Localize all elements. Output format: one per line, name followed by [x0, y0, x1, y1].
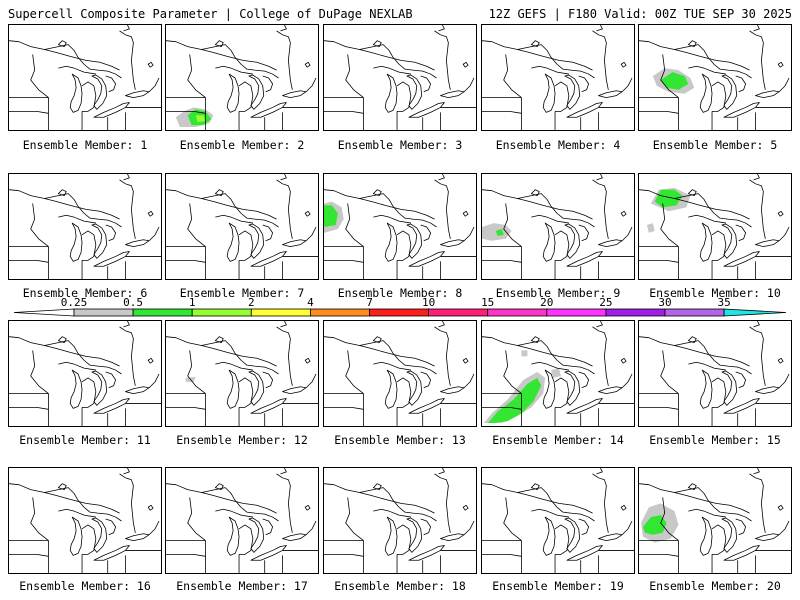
map-panel-member-9: [481, 173, 635, 280]
member-label: Ensemble Member: 7: [179, 286, 305, 300]
legend-tick-label: 25: [599, 296, 612, 309]
member-label: Ensemble Member: 18: [334, 579, 466, 593]
map-panel-member-15: [638, 320, 792, 427]
legend-swatch: [487, 308, 548, 317]
legend-tick-label: 35: [717, 296, 730, 309]
legend-tick-label: 4: [307, 296, 314, 309]
legend-swatch: [191, 308, 252, 317]
legend-tick-label: 2: [248, 296, 255, 309]
scp-contour: [521, 350, 528, 357]
map-svg: [482, 321, 634, 426]
map-panel-member-4: [481, 24, 635, 131]
map-panel-member-5: [638, 24, 792, 131]
map-panel-member-3: [323, 24, 477, 131]
legend-swatch: [664, 308, 725, 317]
legend-swatch: [605, 308, 666, 317]
member-label: Ensemble Member: 9: [495, 286, 621, 300]
color-legend: 0.25 0.5 1 2 4 7 10 15 20 25 30 35: [13, 296, 787, 317]
member-label: Ensemble Member: 15: [649, 433, 781, 447]
map-panel-member-7: [165, 173, 319, 280]
map-svg: [9, 174, 161, 279]
map-svg: [9, 321, 161, 426]
member-label: Ensemble Member: 6: [22, 286, 148, 300]
map-panel-member-10: [638, 173, 792, 280]
map-svg: [639, 174, 791, 279]
member-label: Ensemble Member: 20: [649, 579, 781, 593]
map-svg: [166, 174, 318, 279]
member-label: Ensemble Member: 1: [22, 138, 148, 152]
member-label: Ensemble Member: 10: [649, 286, 781, 300]
map-panel-member-13: [323, 320, 477, 427]
map-svg: [324, 321, 476, 426]
map-svg: [166, 321, 318, 426]
member-label: Ensemble Member: 2: [179, 138, 305, 152]
header-valid-time: 12Z GEFS | F180 Valid: 00Z TUE SEP 30 20…: [488, 7, 792, 21]
member-label: Ensemble Member: 5: [652, 138, 778, 152]
legend-tick-label: 1: [189, 296, 196, 309]
legend-tick-label: 0.25: [61, 296, 88, 309]
legend-tick-label: 30: [658, 296, 671, 309]
scp-contour: [646, 223, 655, 233]
legend-tick-label: 15: [481, 296, 494, 309]
map-svg: [166, 25, 318, 130]
legend-swatch: [132, 308, 193, 317]
legend-tick-label: 10: [422, 296, 435, 309]
member-label: Ensemble Member: 16: [19, 579, 151, 593]
legend-swatch: [546, 308, 607, 317]
member-label: Ensemble Member: 19: [492, 579, 624, 593]
map-svg: [9, 25, 161, 130]
map-panel-member-6: [8, 173, 162, 280]
map-svg: [639, 468, 791, 573]
scp-contour: [642, 515, 667, 535]
legend-high-arrow: [723, 308, 787, 317]
legend-tick-label: 7: [366, 296, 373, 309]
map-svg: [639, 321, 791, 426]
scp-contour: [495, 228, 504, 236]
member-label: Ensemble Member: 13: [334, 433, 466, 447]
map-svg: [324, 174, 476, 279]
legend-tick-label: 20: [540, 296, 553, 309]
map-panel-member-12: [165, 320, 319, 427]
header-title: Supercell Composite Parameter | College …: [8, 7, 413, 21]
member-label: Ensemble Member: 8: [337, 286, 463, 300]
map-panel-member-18: [323, 467, 477, 574]
legend-swatch: [428, 308, 489, 317]
map-svg: [166, 468, 318, 573]
member-label: Ensemble Member: 11: [19, 433, 151, 447]
legend-swatch: [73, 308, 134, 317]
member-label: Ensemble Member: 17: [176, 579, 308, 593]
scp-contour: [654, 189, 683, 208]
legend-low-arrow: [13, 308, 75, 317]
map-svg: [639, 25, 791, 130]
map-svg: [324, 468, 476, 573]
legend-tick-label: 0.5: [123, 296, 143, 309]
map-panel-member-20: [638, 467, 792, 574]
scp-contour: [195, 115, 206, 123]
map-svg: [482, 174, 634, 279]
legend-swatch: [250, 308, 311, 317]
map-panel-member-14: [481, 320, 635, 427]
member-label: Ensemble Member: 4: [495, 138, 621, 152]
member-label: Ensemble Member: 14: [492, 433, 624, 447]
member-label: Ensemble Member: 3: [337, 138, 463, 152]
map-svg: [9, 468, 161, 573]
scp-contour: [324, 205, 338, 227]
map-panel-member-17: [165, 467, 319, 574]
map-svg: [482, 25, 634, 130]
map-svg: [324, 25, 476, 130]
legend-swatch: [309, 308, 370, 317]
map-panel-member-16: [8, 467, 162, 574]
map-panel-member-2: [165, 24, 319, 131]
member-label: Ensemble Member: 12: [176, 433, 308, 447]
scp-contour: [487, 377, 542, 424]
map-svg: [482, 468, 634, 573]
scp-contour: [660, 72, 689, 90]
map-panel-member-8: [323, 173, 477, 280]
map-panel-member-19: [481, 467, 635, 574]
map-panel-member-1: [8, 24, 162, 131]
scp-contour: [551, 368, 561, 378]
legend-swatch: [369, 308, 429, 317]
map-panel-member-11: [8, 320, 162, 427]
